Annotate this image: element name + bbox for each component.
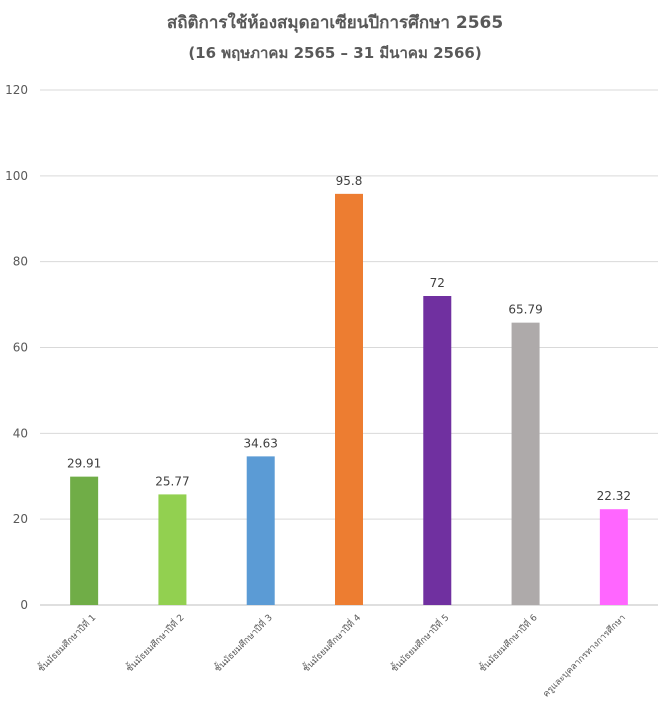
data-label: 65.79 bbox=[508, 303, 542, 317]
y-tick-label: 100 bbox=[5, 169, 28, 183]
data-label: 25.77 bbox=[155, 474, 189, 488]
category-label: ชั้นมัธยมศึกษาปีที่ 3 bbox=[211, 611, 275, 675]
y-tick-label: 120 bbox=[5, 83, 28, 97]
bar bbox=[335, 193, 363, 605]
category-label: ชั้นมัธยมศึกษาปีที่ 6 bbox=[476, 611, 540, 675]
chart-subtitle: (16 พฤษภาคม 2565 – 31 มีนาคม 2566) bbox=[188, 44, 482, 62]
category-label: ครูและบุคลากรทางการศึกษา bbox=[541, 612, 628, 699]
bar bbox=[599, 509, 628, 605]
y-tick-label: 80 bbox=[13, 255, 28, 269]
y-tick-label: 60 bbox=[13, 341, 28, 355]
bar bbox=[511, 322, 540, 605]
bar bbox=[246, 456, 275, 605]
data-label: 29.91 bbox=[67, 457, 101, 471]
y-tick-label: 0 bbox=[20, 598, 28, 612]
category-label: ชั้นมัธยมศึกษาปีที่ 5 bbox=[388, 611, 452, 675]
data-label: 22.32 bbox=[597, 489, 631, 503]
chart-title-block: สถิติการใช้ห้องสมุดอาเซียนปีการศึกษา 256… bbox=[0, 8, 670, 68]
y-tick-label: 40 bbox=[13, 426, 28, 440]
data-label: 95.8 bbox=[336, 174, 363, 188]
category-label: ชั้นมัธยมศึกษาปีที่ 4 bbox=[299, 611, 363, 675]
bar bbox=[423, 296, 452, 605]
chart-title: สถิติการใช้ห้องสมุดอาเซียนปีการศึกษา 256… bbox=[166, 13, 504, 33]
category-label: ชั้นมัธยมศึกษาปีที่ 2 bbox=[123, 611, 187, 675]
data-label: 34.63 bbox=[244, 436, 278, 450]
category-label: ชั้นมัธยมศึกษาปีที่ 1 bbox=[34, 611, 98, 675]
data-label: 72 bbox=[430, 276, 445, 290]
y-tick-label: 20 bbox=[13, 512, 28, 526]
bar bbox=[70, 476, 99, 605]
bar bbox=[158, 494, 187, 605]
